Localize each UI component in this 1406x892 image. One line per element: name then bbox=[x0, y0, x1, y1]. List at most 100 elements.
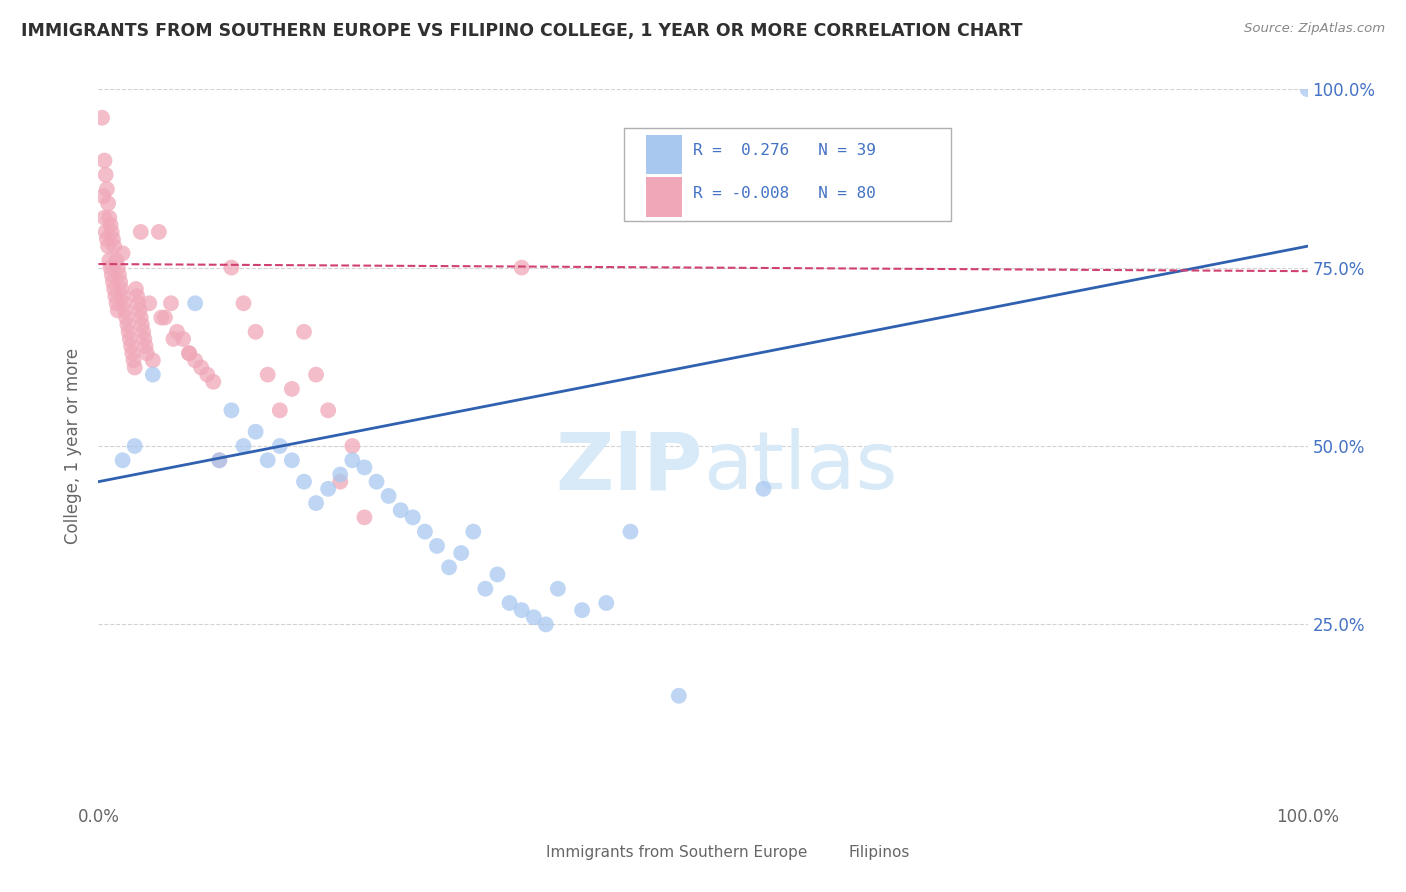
Point bbox=[342, 453, 364, 467]
Point bbox=[534, 617, 557, 632]
Point bbox=[256, 453, 278, 467]
Point bbox=[523, 610, 546, 624]
Point bbox=[595, 596, 617, 610]
Point bbox=[202, 375, 225, 389]
Point bbox=[474, 582, 496, 596]
Point bbox=[114, 303, 136, 318]
Point bbox=[131, 318, 153, 332]
Point bbox=[103, 239, 125, 253]
Point bbox=[353, 510, 375, 524]
Point bbox=[150, 310, 173, 325]
Point bbox=[450, 546, 472, 560]
Point bbox=[389, 503, 412, 517]
Point bbox=[377, 489, 399, 503]
Point bbox=[256, 368, 278, 382]
Point bbox=[437, 560, 460, 574]
Point bbox=[292, 475, 315, 489]
Text: Source: ZipAtlas.com: Source: ZipAtlas.com bbox=[1244, 22, 1385, 36]
Point bbox=[166, 325, 188, 339]
Point bbox=[101, 232, 124, 246]
Point bbox=[221, 260, 243, 275]
Text: ZIP: ZIP bbox=[555, 428, 703, 507]
Point bbox=[245, 325, 267, 339]
FancyBboxPatch shape bbox=[512, 837, 538, 862]
Point bbox=[124, 360, 146, 375]
Point bbox=[547, 582, 569, 596]
Point bbox=[100, 260, 122, 275]
Point bbox=[281, 382, 304, 396]
Point bbox=[316, 482, 339, 496]
Point bbox=[366, 475, 388, 489]
Point bbox=[172, 332, 194, 346]
Point bbox=[232, 296, 254, 310]
Point bbox=[221, 403, 243, 417]
Point bbox=[162, 332, 184, 346]
Point bbox=[111, 246, 134, 260]
Text: R = -0.008   N = 80: R = -0.008 N = 80 bbox=[693, 186, 876, 201]
Y-axis label: College, 1 year or more: College, 1 year or more bbox=[65, 348, 83, 544]
Point bbox=[179, 346, 201, 360]
Point bbox=[353, 460, 375, 475]
Point bbox=[93, 153, 115, 168]
Point bbox=[184, 296, 207, 310]
Point bbox=[100, 225, 122, 239]
Text: atlas: atlas bbox=[703, 428, 897, 507]
Point bbox=[245, 425, 267, 439]
Point bbox=[402, 510, 425, 524]
Point bbox=[292, 325, 315, 339]
Point bbox=[121, 346, 143, 360]
Point bbox=[94, 225, 117, 239]
Point bbox=[120, 339, 142, 353]
Point bbox=[101, 275, 124, 289]
Point bbox=[190, 360, 212, 375]
Point bbox=[184, 353, 207, 368]
Point bbox=[316, 403, 339, 417]
Point bbox=[97, 239, 120, 253]
Point bbox=[105, 296, 128, 310]
Point bbox=[125, 282, 148, 296]
Point bbox=[269, 439, 291, 453]
Point bbox=[103, 282, 125, 296]
Point bbox=[117, 318, 139, 332]
Point bbox=[208, 453, 231, 467]
Point bbox=[129, 310, 152, 325]
Point bbox=[104, 289, 127, 303]
Point bbox=[129, 225, 152, 239]
Point bbox=[93, 211, 115, 225]
Text: Filipinos: Filipinos bbox=[848, 846, 910, 860]
Point bbox=[135, 339, 157, 353]
Point bbox=[668, 689, 690, 703]
Point bbox=[127, 296, 149, 310]
Point bbox=[232, 439, 254, 453]
FancyBboxPatch shape bbox=[647, 178, 682, 217]
Text: Immigrants from Southern Europe: Immigrants from Southern Europe bbox=[546, 846, 807, 860]
Point bbox=[97, 196, 120, 211]
Point bbox=[329, 467, 352, 482]
Text: IMMIGRANTS FROM SOUTHERN EUROPE VS FILIPINO COLLEGE, 1 YEAR OR MORE CORRELATION : IMMIGRANTS FROM SOUTHERN EUROPE VS FILIP… bbox=[21, 22, 1022, 40]
Point bbox=[91, 111, 114, 125]
Point bbox=[510, 260, 533, 275]
Point bbox=[98, 253, 121, 268]
Point bbox=[463, 524, 485, 539]
Text: R =  0.276   N = 39: R = 0.276 N = 39 bbox=[693, 143, 876, 158]
Point bbox=[413, 524, 436, 539]
Point bbox=[96, 232, 118, 246]
Point bbox=[107, 303, 129, 318]
Point bbox=[148, 225, 170, 239]
Point bbox=[281, 453, 304, 467]
Point bbox=[195, 368, 218, 382]
Point bbox=[486, 567, 509, 582]
FancyBboxPatch shape bbox=[624, 128, 950, 221]
FancyBboxPatch shape bbox=[815, 837, 842, 862]
Point bbox=[208, 453, 231, 467]
Point bbox=[134, 332, 156, 346]
Point bbox=[498, 596, 520, 610]
Point bbox=[127, 289, 149, 303]
Point bbox=[426, 539, 449, 553]
Point bbox=[100, 268, 122, 282]
Point bbox=[510, 603, 533, 617]
Point bbox=[1296, 82, 1319, 96]
Point bbox=[118, 325, 141, 339]
Point bbox=[142, 353, 165, 368]
Point bbox=[91, 189, 114, 203]
